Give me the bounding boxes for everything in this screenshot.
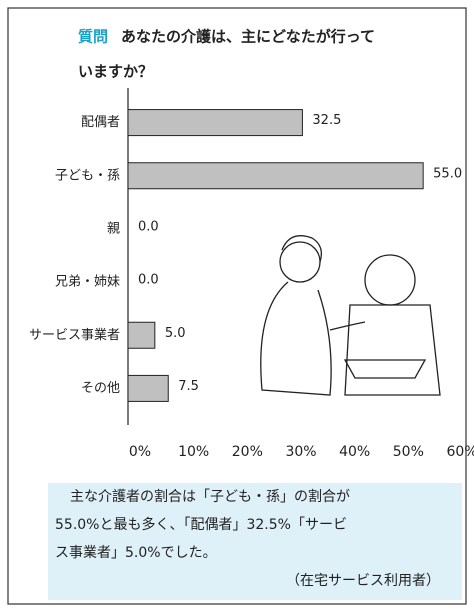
x-tick-label: 40%: [339, 444, 370, 460]
title-label: 質問: [78, 28, 108, 46]
value-label: 0.0: [138, 219, 159, 234]
y-tick-label: 親: [107, 221, 120, 236]
value-label: 5.0: [165, 326, 186, 341]
x-tick-label: 0%: [129, 444, 151, 460]
y-tick-label: 兄弟・姉妹: [55, 275, 120, 290]
value-label: 7.5: [178, 379, 199, 394]
chart: 質問 あなたの介護は、主にどなたが行って いますか？ 0% 10% 20% 30% 40…: [0, 0, 474, 612]
x-tick-label: 60%: [446, 444, 474, 460]
bar: [128, 375, 168, 401]
x-tick-label: 30%: [285, 444, 316, 460]
y-tick-label: 子ども・孫: [55, 168, 120, 183]
value-label: 0.0: [138, 273, 159, 288]
x-tick-label: 10%: [178, 444, 209, 460]
bar: [128, 322, 155, 348]
title: いますか？: [78, 63, 153, 81]
note-text: 55.0%と最も多く、「配偶者」32.5%「サービ: [55, 516, 347, 533]
y-tick-label: その他: [81, 381, 120, 396]
note-text: 主な介護者の割合は「子ども・孫」の割合が: [70, 488, 350, 505]
source: （在宅サービス利用者）: [286, 573, 440, 589]
title: あなたの介護は、主にどなたが行って: [121, 28, 375, 46]
bar: [128, 163, 423, 189]
x-tick-label: 50%: [393, 444, 424, 460]
y-tick-label: 配偶者: [81, 115, 120, 130]
illustration: [261, 236, 440, 395]
x-tick-label: 20%: [232, 444, 263, 460]
value-label: 55.0: [433, 166, 462, 181]
y-tick-label: サービス事業者: [29, 327, 120, 343]
note-text: ス事業者」5.0%でした。: [55, 545, 217, 561]
bar: [128, 110, 302, 136]
value-label: 32.5: [312, 113, 341, 128]
